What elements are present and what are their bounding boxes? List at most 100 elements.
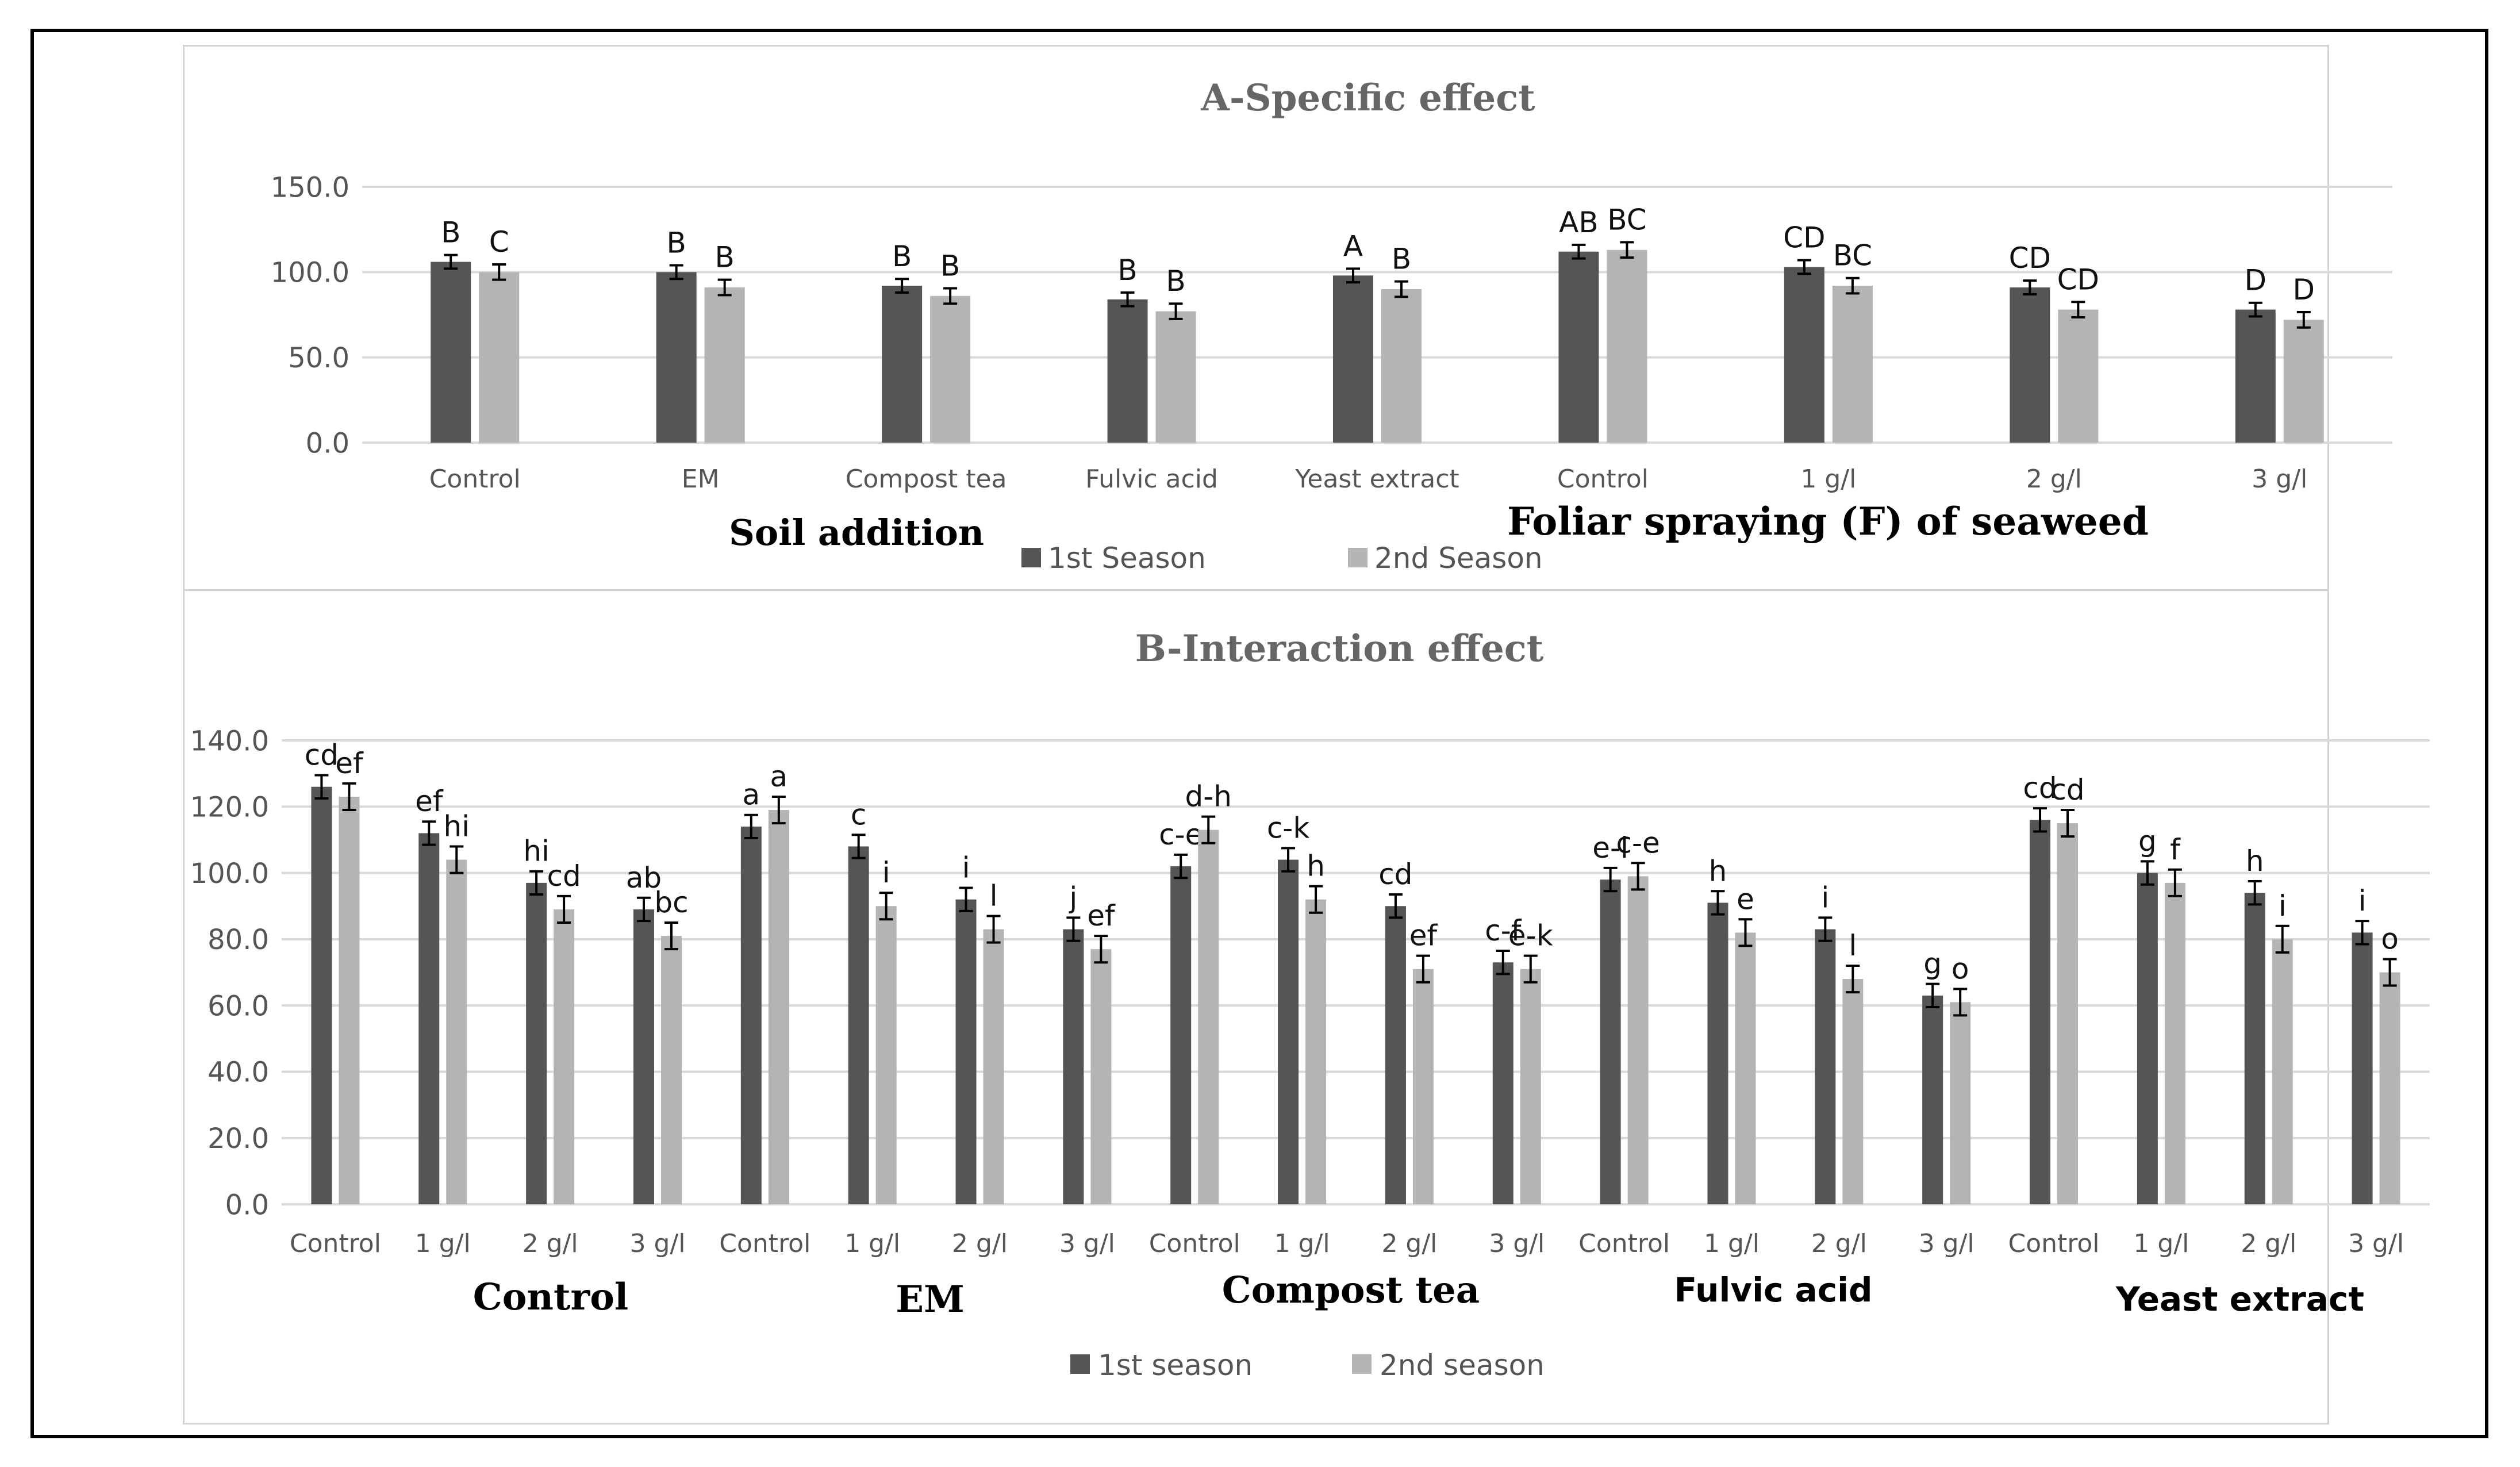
chart-b-x-tick-label: 3 g/l: [1489, 1229, 1545, 1258]
chart-a-bar-2: [2283, 320, 2324, 443]
chart-a-data-label: B: [715, 241, 735, 274]
chart-b-data-label: i: [962, 851, 970, 885]
chart-b-y-tick-label: 140.0: [190, 725, 269, 757]
chart-b-bar-1: [311, 786, 332, 1204]
chart-b-data-label: o: [2381, 922, 2399, 955]
chart-b-y-tick-label: 80.0: [208, 924, 269, 956]
chart-a-bar-2: [1381, 289, 1422, 443]
chart-b-bar-2: [339, 796, 360, 1204]
chart-b-bar-2: [1842, 979, 1864, 1204]
chart-b-x-tick-label: 1 g/l: [1274, 1229, 1330, 1258]
chart-a-bar-1: [2010, 287, 2050, 443]
chart-b-group-label-5: Yeast extract: [2115, 1280, 2364, 1319]
chart-b-bar-1: [1815, 929, 1836, 1204]
chart-b-data-label: e-l: [1592, 831, 1628, 865]
chart-b-bar-2: [1305, 899, 1327, 1204]
chart-b-x-tick-label: Control: [1149, 1229, 1240, 1258]
chart-b-bar-2: [660, 936, 682, 1204]
chart-b-legend-swatch-1: [1070, 1354, 1090, 1374]
chart-b-data-label: bc: [654, 886, 688, 919]
chart-a-bar-1: [431, 262, 471, 443]
chart-b-x-tick-label: 1 g/l: [1704, 1229, 1760, 1258]
chart-a-data-label: CD: [1783, 221, 1825, 255]
chart-b-data-label: j: [1069, 881, 1077, 914]
chart-b-bar-2: [1198, 829, 1219, 1204]
chart-b-data-label: l: [990, 880, 998, 913]
chart-b-x-tick-label: 1 g/l: [844, 1229, 900, 1258]
chart-a-bar-1: [882, 286, 923, 443]
chart-b-bar-2: [1735, 932, 1756, 1204]
chart-b-x-tick-label: 2 g/l: [523, 1229, 578, 1258]
chart-b-data-label: h: [1307, 850, 1325, 883]
chart-b-data-label: g: [1923, 947, 1942, 981]
chart-b-data-label: a: [743, 778, 760, 812]
chart-b-bar-2: [1950, 1002, 1971, 1204]
chart-b-legend-label-1: 1st season: [1098, 1349, 1253, 1382]
chart-b-bar-2: [983, 929, 1004, 1204]
chart-b-group-label-2: EM: [896, 1278, 965, 1321]
chart-b-bar-1: [740, 826, 762, 1204]
chart-b-bar-1: [2137, 873, 2158, 1204]
chart-b-bar-2: [1520, 969, 1541, 1204]
chart-a-data-label: D: [2293, 273, 2315, 306]
chart-a-bar-2: [479, 272, 520, 443]
chart-b-x-tick-label: 3 g/l: [2348, 1229, 2404, 1258]
chart-a-group-label-soil: Soil addition: [729, 512, 984, 554]
chart-b-bar-2: [2272, 939, 2293, 1204]
chart-a-data-label: C: [489, 225, 509, 259]
chart-b-bar-2: [1627, 876, 1649, 1204]
chart-b-x-tick-label: Control: [290, 1229, 381, 1258]
chart-a-data-label: B: [892, 240, 912, 273]
chart-b-x-tick-label: 2 g/l: [952, 1229, 1008, 1258]
chart-b-x-tick-label: 1 g/l: [415, 1229, 471, 1258]
chart-panel: [183, 45, 2329, 1424]
chart-a-x-tick-label: 3 g/l: [2252, 464, 2307, 494]
chart-b-group-label-1: Control: [473, 1276, 628, 1319]
chart-a-y-tick-label: 100.0: [271, 257, 349, 289]
chart-a-bar-2: [1832, 286, 1873, 443]
chart-a-y-tick-label: 50.0: [288, 342, 349, 374]
chart-b-x-tick-label: 1 g/l: [2133, 1229, 2189, 1258]
chart-b-data-label: g: [2138, 824, 2157, 858]
chart-b-bar-1: [633, 909, 654, 1204]
chart-a-bar-2: [2058, 309, 2099, 443]
chart-b-data-label: i: [2279, 889, 2287, 923]
chart-b-x-tick-label: Control: [719, 1229, 810, 1258]
chart-a-bar-2: [1607, 249, 1647, 443]
chart-b-bar-2: [875, 906, 897, 1204]
chart-b-bar-1: [955, 899, 977, 1204]
chart-b-data-label: ef: [415, 785, 444, 818]
chart-b-data-label: i: [1821, 881, 1829, 914]
chart-a-bar-1: [2235, 309, 2276, 443]
chart-b-bar-1: [418, 833, 440, 1204]
chart-b-data-label: cd: [547, 859, 581, 893]
chart-b-bar-2: [1090, 949, 1112, 1204]
chart-a-x-tick-label: EM: [682, 464, 720, 494]
chart-b-data-label: o: [1952, 952, 1969, 985]
chart-b-bar-1: [1170, 866, 1192, 1204]
chart-a-legend-swatch-1: [1021, 548, 1041, 567]
chart-b-group-label-4: Fulvic acid: [1674, 1270, 1872, 1309]
chart-a-data-label: BC: [1833, 239, 1872, 272]
chart-b-data-label: cd: [2023, 771, 2057, 805]
chart-a-legend-swatch-2: [1348, 548, 1367, 567]
chart-a-legend-label-1: 1st Season: [1048, 542, 1206, 575]
chart-b-x-tick-label: 2 g/l: [1381, 1229, 1437, 1258]
chart-b-data-label: a: [770, 760, 788, 793]
chart-b-data-label: d-h: [1185, 780, 1231, 813]
chart-b-data-label: cd: [2050, 773, 2084, 807]
chart-a-y-tick-label: 0.0: [306, 427, 349, 459]
chart-b-bar-1: [1385, 906, 1406, 1204]
chart-a-bar-2: [704, 287, 745, 443]
chart-b-data-label: h: [2246, 844, 2264, 878]
chart-a-bar-1: [1558, 251, 1599, 443]
chart-a-title: A-Specific effect: [1200, 76, 1535, 120]
chart-b-data-label: ef: [1409, 919, 1438, 953]
chart-b-bar-1: [526, 882, 547, 1204]
chart-a-x-tick-label: 2 g/l: [2026, 464, 2082, 494]
chart-a-bar-2: [930, 295, 971, 443]
chart-a-bar-1: [1784, 267, 1824, 443]
chart-b-bar-1: [1707, 903, 1728, 1204]
chart-a-data-label: CD: [2057, 263, 2099, 296]
